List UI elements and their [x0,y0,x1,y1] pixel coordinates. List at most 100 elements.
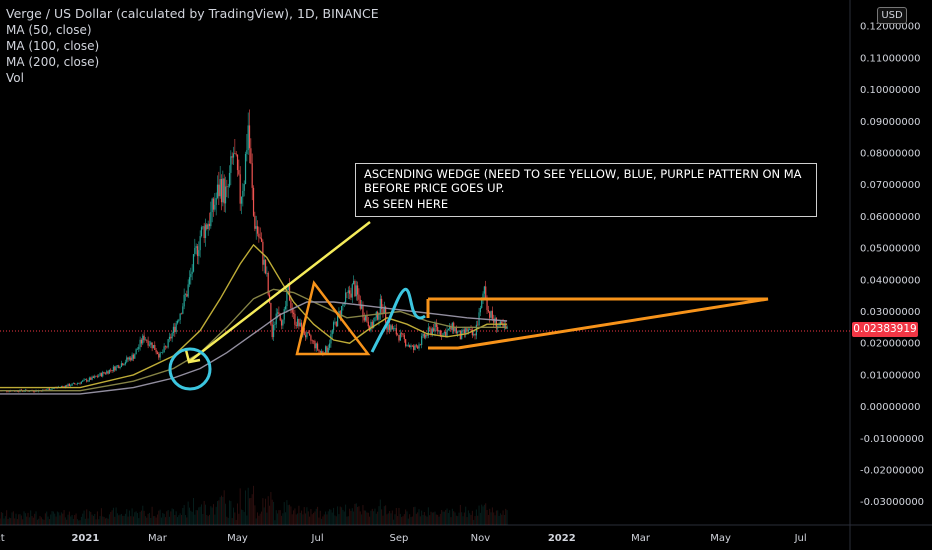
volume-bar [271,499,273,525]
volume-bar [302,514,304,525]
volume-bar [12,511,14,525]
candle-body [418,344,420,349]
volume-bar [183,505,185,525]
volume-bar [27,512,29,525]
candle-body [291,308,293,313]
volume-bar [23,511,25,525]
candle-body [345,292,347,303]
volume-bar [80,516,82,525]
candle-body [159,352,161,358]
y-tick-label: 0.01000000 [860,370,920,381]
candle-body [116,365,119,367]
volume-bar [174,515,176,525]
volume-bars [0,485,508,525]
volume-bar [196,510,198,525]
volume-bar [506,510,508,525]
candle-body [247,125,249,151]
candle-body [327,347,329,353]
volume-bar [11,512,13,525]
annotation-textbox[interactable]: ASCENDING WEDGE (NEED TO SEE YELLOW, BLU… [355,163,817,217]
candle-body [402,333,404,336]
volume-bar [243,511,245,525]
volume-bar [127,516,129,525]
volume-bar [215,506,217,525]
volume-bar [56,511,58,525]
volume-bar [395,508,397,525]
volume-bar [150,517,152,525]
volume-bar [16,519,18,525]
candle-body [43,389,45,391]
volume-bar [490,512,492,525]
candle-body [449,325,451,329]
volume-bar [257,512,259,525]
candle-body [284,306,287,310]
candle-body [138,346,140,350]
volume-bar [293,510,295,525]
volume-bar [52,511,54,525]
drawings [168,221,769,391]
candle-body [316,343,319,350]
indicator-ma50[interactable]: MA (50, close) [6,23,92,37]
volume-bar [473,519,475,525]
candle-body [158,353,160,358]
candle-body [471,330,473,336]
candle-body [332,322,335,331]
candle-body [355,285,357,297]
volume-bar [478,505,480,525]
candle-body [475,324,477,336]
volume-bar [222,496,224,525]
volume-bar [477,515,479,525]
candle-body [244,153,247,185]
volume-bar [350,510,352,525]
volume-bar [486,509,488,525]
candle-body [102,372,104,377]
candle-body [397,334,399,336]
volume-bar [76,519,78,525]
candle-body [255,226,257,229]
candle-body [399,333,401,341]
volume-bar [301,510,303,525]
volume-bar [162,512,164,525]
currency-button[interactable]: USD [877,7,907,24]
x-tick-label: ct [0,533,5,544]
candle-body [151,342,153,349]
indicator-volume[interactable]: Vol [6,71,24,85]
candle-body [198,250,200,257]
orange-triangle [295,280,371,356]
candle-body [362,305,364,318]
indicator-ma100[interactable]: MA (100, close) [6,39,100,53]
candle-body [394,328,396,329]
volume-bar [95,519,97,525]
volume-bar [214,514,216,525]
chart-title: Verge / US Dollar (calculated by Trading… [6,6,379,21]
volume-bar [381,509,383,525]
volume-bar [322,516,324,525]
price-axis: 0.13000000 0.12000000 0.11000000 0.10000000… [860,0,924,508]
candle-body [91,376,93,380]
x-tick-label: 2021 [71,533,99,544]
volume-bar [55,516,57,525]
candle-body [450,325,452,330]
volume-bar [469,513,471,525]
candle-body [228,172,231,187]
candle-body [50,389,52,391]
x-tick-label: Nov [471,533,491,544]
volume-bar [358,506,360,525]
indicator-ma200[interactable]: MA (200, close) [6,55,100,69]
cyan-circle [168,347,212,391]
y-tick-label: 0.04000000 [860,275,920,286]
volume-bar [413,507,415,525]
volume-bar [176,517,178,525]
volume-bar [501,514,503,525]
candle-body [231,156,233,158]
candle-body [211,198,213,213]
candle-body [187,284,189,297]
volume-bar [434,511,436,525]
candle-body [486,298,488,310]
candle-body [254,215,256,229]
volume-bar [225,503,227,525]
candle-body [482,293,484,299]
y-tick-label: 0.09000000 [860,117,920,128]
volume-bar [124,513,126,525]
